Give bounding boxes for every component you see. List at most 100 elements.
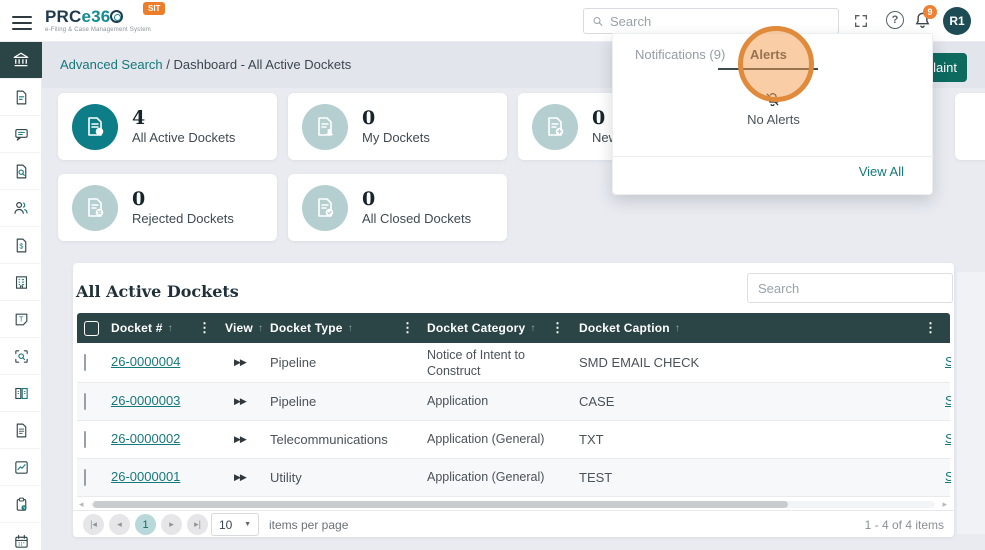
environment-badge: SIT	[143, 2, 165, 15]
clipped-status-link[interactable]: S	[945, 354, 951, 369]
page-size-value: 10	[219, 518, 232, 532]
row-checkbox[interactable]	[84, 469, 86, 486]
sidebar-item-document-icon[interactable]	[0, 79, 42, 116]
card-count: 0	[362, 189, 471, 210]
user-avatar[interactable]: R1	[943, 7, 971, 35]
tab-alerts[interactable]: Alerts	[750, 47, 787, 62]
sidebar-item-note-template-icon[interactable]: T	[0, 301, 42, 338]
sidebar-item-chart-icon[interactable]	[0, 449, 42, 486]
column-menu-icon[interactable]: ⋮	[924, 313, 937, 343]
previous-page-button[interactable]: ◂	[109, 514, 130, 535]
docket-person-icon	[302, 104, 348, 150]
grid-search-input[interactable]	[748, 274, 952, 302]
sidebar-item-building-icon[interactable]	[0, 264, 42, 301]
docket-caption-cell: SMD EMAIL CHECK	[579, 355, 699, 370]
scrollbar-thumb[interactable]	[93, 501, 788, 508]
column-menu-icon[interactable]: ⋮	[198, 313, 211, 343]
view-fast-forward-icon[interactable]: ▶▶	[234, 472, 246, 483]
current-page-button[interactable]: 1	[135, 514, 156, 535]
view-all-link[interactable]: View All	[859, 164, 904, 179]
card-all-closed-dockets[interactable]: 0All Closed Dockets	[288, 174, 507, 241]
sidebar-item-ledger-icon[interactable]	[0, 375, 42, 412]
table-row[interactable]: 26-0000002 ▶▶ Telecommunications Applica…	[77, 421, 950, 459]
clipped-status-link[interactable]: S	[945, 469, 951, 484]
menu-toggle-button[interactable]	[12, 12, 32, 34]
scroll-left-icon[interactable]: ◂	[79, 499, 91, 510]
column-header-view[interactable]: View↑	[225, 313, 263, 343]
row-checkbox[interactable]	[84, 431, 86, 448]
active-tab-underline	[718, 68, 818, 70]
card-count: 0	[132, 189, 234, 210]
sidebar-item-document-lines-icon[interactable]	[0, 412, 42, 449]
sidebar-item-chat-icon[interactable]	[0, 116, 42, 153]
sort-asc-icon: ↑	[348, 323, 353, 334]
sort-asc-icon: ↑	[168, 323, 173, 334]
card-label: Rejected Dockets	[132, 211, 234, 226]
horizontal-scrollbar[interactable]: ◂ ▸	[79, 500, 947, 509]
view-fast-forward-icon[interactable]: ▶▶	[234, 396, 246, 407]
logo-target-icon	[110, 10, 123, 23]
sidebar-item-scan-search-icon[interactable]	[0, 338, 42, 375]
table-row[interactable]: 26-0000001 ▶▶ Utility Application (Gener…	[77, 459, 950, 497]
search-icon	[592, 15, 604, 28]
first-page-button[interactable]: |◂	[83, 514, 104, 535]
logo-text-prc: PRC	[45, 7, 82, 26]
docket-type-cell: Pipeline	[270, 394, 316, 409]
docket-number-link[interactable]: 26-0000004	[111, 354, 180, 369]
sort-asc-icon: ↑	[530, 323, 535, 334]
column-header-docket-category[interactable]: Docket Category↑	[427, 313, 536, 343]
sidebar-item-users-icon[interactable]	[0, 190, 42, 227]
card-count: 0	[362, 108, 430, 129]
svg-text:$: $	[19, 242, 23, 250]
global-search-input[interactable]	[610, 14, 830, 29]
app-logo[interactable]: PRCe36 e-Filing & Case Management System	[45, 7, 151, 33]
clipped-status-link[interactable]: S	[945, 431, 951, 446]
select-all-checkbox[interactable]	[84, 321, 99, 336]
column-header-docket-type[interactable]: Docket Type↑	[270, 313, 353, 343]
sidebar-item-bank-icon[interactable]	[0, 42, 42, 79]
last-page-button[interactable]: ▸|	[187, 514, 208, 535]
view-fast-forward-icon[interactable]: ▶▶	[234, 357, 246, 368]
next-page-button[interactable]: ▸	[161, 514, 182, 535]
notifications-bell[interactable]: 9	[913, 11, 932, 35]
view-fast-forward-icon[interactable]: ▶▶	[234, 434, 246, 445]
grid-search[interactable]	[747, 273, 953, 303]
docket-number-link[interactable]: 26-0000003	[111, 393, 180, 408]
card-label: All Active Dockets	[132, 130, 235, 145]
breadcrumb-current: / Dashboard - All Active Dockets	[166, 57, 351, 72]
left-sidebar: $ T	[0, 42, 42, 550]
column-header-docket-caption[interactable]: Docket Caption↑	[579, 313, 680, 343]
tab-notifications[interactable]: Notifications (9)	[635, 47, 725, 62]
column-menu-icon[interactable]: ⋮	[551, 313, 564, 343]
sidebar-item-file-dollar-icon[interactable]: $	[0, 227, 42, 264]
row-checkbox[interactable]	[84, 354, 86, 371]
breadcrumb-link-advanced-search[interactable]: Advanced Search	[60, 57, 163, 72]
clipped-status-link[interactable]: S	[945, 393, 951, 408]
table-row[interactable]: 26-0000003 ▶▶ Pipeline Application CASE …	[77, 383, 950, 421]
sidebar-item-file-search-icon[interactable]	[0, 153, 42, 190]
column-header-docket-number[interactable]: Docket #↑	[111, 313, 173, 343]
column-menu-icon[interactable]: ⋮	[401, 313, 414, 343]
help-icon[interactable]: ?	[886, 11, 904, 29]
svg-text:T: T	[19, 315, 24, 323]
row-checkbox[interactable]	[84, 393, 86, 410]
docket-number-link[interactable]: 26-0000002	[111, 431, 180, 446]
card-rejected-dockets[interactable]: 0Rejected Dockets	[58, 174, 277, 241]
card-my-dockets[interactable]: 0My Dockets	[288, 93, 507, 160]
docket-category-cell: Application (General)	[427, 470, 555, 486]
pagination-range-label: 1 - 4 of 4 items	[865, 518, 944, 532]
sort-asc-icon: ↑	[258, 323, 263, 334]
table-row[interactable]: 26-0000004 ▶▶ Pipeline Notice of Intent …	[77, 343, 950, 383]
sidebar-item-calendar-icon[interactable]	[0, 523, 42, 550]
docket-number-link[interactable]: 26-0000001	[111, 469, 180, 484]
global-search[interactable]	[583, 8, 839, 34]
docket-category-cell: Application	[427, 394, 555, 410]
docket-category-cell: Application (General)	[427, 432, 555, 448]
docket-type-cell: Utility	[270, 470, 302, 485]
fullscreen-icon[interactable]	[853, 13, 869, 29]
sidebar-item-clipboard-clock-icon[interactable]	[0, 486, 42, 523]
card-partial[interactable]	[955, 93, 985, 160]
card-all-active-dockets[interactable]: 4All Active Dockets	[58, 93, 277, 160]
page-size-select[interactable]: 10 ▼	[211, 513, 259, 536]
scroll-right-icon[interactable]: ▸	[935, 499, 947, 510]
